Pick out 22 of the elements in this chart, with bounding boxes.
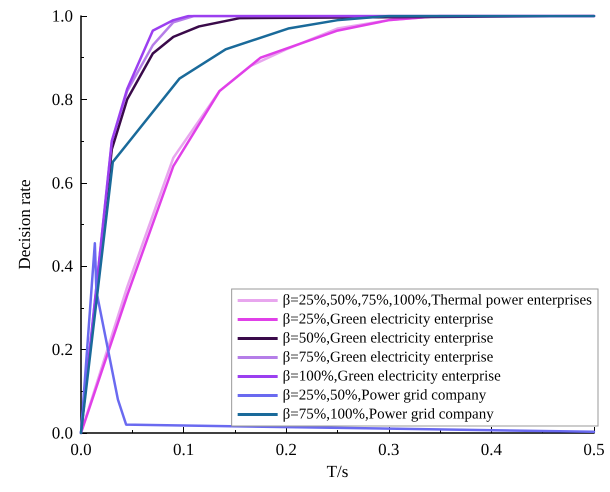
y-axis-title: Decision rate (15, 179, 34, 270)
y-tick-label: 0.2 (52, 340, 73, 360)
x-axis-title: T/s (326, 462, 348, 481)
y-tick-label: 0.8 (52, 90, 73, 109)
y-tick-label: 0.4 (52, 256, 74, 276)
y-tick-label: 1.0 (52, 6, 73, 26)
legend-label: β=100%,Green electricity enterprise (282, 368, 502, 384)
x-tick-label: 0.4 (480, 440, 503, 459)
x-tick-label: 0.1 (172, 440, 194, 459)
line-series (80, 14, 596, 434)
x-tick-label: 0.0 (70, 440, 92, 459)
y-tick-label: 0.6 (52, 173, 73, 192)
legend-label: β=50%,Green electricity enterprise (282, 330, 494, 346)
y-tick-label: 0.0 (52, 424, 73, 442)
legend-label: β=25%,50%,Power grid company (282, 388, 487, 404)
legend-label: β=25%,Green electricity enterprise (282, 312, 494, 328)
legend-label: β=25%,50%,75%,100%,Thermal power enterprises (282, 292, 592, 308)
x-tick-label: 0.5 (583, 440, 605, 459)
x-tick-label: 0.3 (378, 440, 400, 459)
x-tick-label: 0.2 (276, 440, 297, 459)
legend-label: β=75%,Green electricity enterprise (282, 350, 494, 366)
legend-label: β=75%,100%,Power grid company (282, 406, 494, 422)
